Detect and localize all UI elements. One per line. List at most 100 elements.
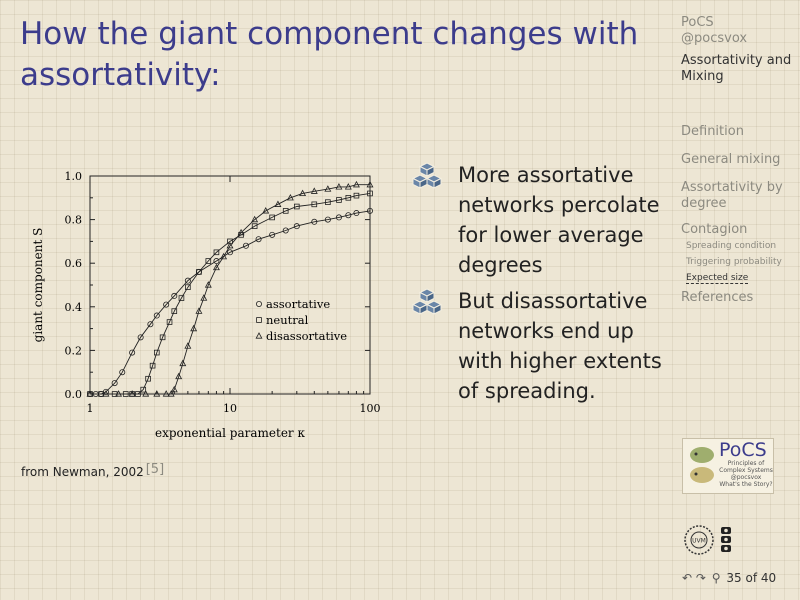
data-point bbox=[111, 380, 118, 387]
plot-frame bbox=[89, 175, 371, 395]
x-tick-label: 1 bbox=[87, 402, 94, 415]
data-point bbox=[115, 390, 123, 397]
data-point bbox=[226, 241, 234, 249]
data-point bbox=[269, 231, 276, 238]
data-point bbox=[212, 263, 220, 271]
data-point bbox=[147, 321, 154, 328]
data-point bbox=[255, 236, 262, 243]
data-point bbox=[345, 195, 352, 201]
series-line bbox=[90, 192, 371, 395]
legend-label: assortative bbox=[266, 297, 330, 311]
y-tick-label: 0.4 bbox=[65, 301, 83, 314]
data-point bbox=[162, 390, 170, 397]
sidebar-subitem-expected-size[interactable]: Expected size bbox=[686, 270, 796, 286]
sidebar-header-pocs[interactable]: PoCS bbox=[681, 15, 714, 30]
page-counter: 35 of 40 bbox=[726, 571, 777, 585]
cube-bullet-icon bbox=[412, 288, 442, 315]
sidebar-current-talk[interactable]: Assortativity and Mixing bbox=[681, 53, 792, 84]
logo-sub-line: @pocsvox bbox=[730, 474, 762, 481]
data-point bbox=[171, 308, 178, 314]
data-point bbox=[237, 228, 245, 236]
data-point bbox=[149, 362, 156, 369]
data-point bbox=[102, 390, 110, 397]
legend-label: neutral bbox=[266, 313, 309, 327]
logo-sub-line: Complex Systems bbox=[719, 467, 773, 474]
data-point bbox=[325, 199, 331, 205]
sidebar-item-assortativity-by-degree[interactable]: Assortativity by degree bbox=[681, 180, 783, 211]
data-point bbox=[226, 249, 233, 256]
slide-navigation: ↶ ↷ ⚲ 35 of 40 bbox=[682, 571, 776, 585]
sidebar-subitem-triggering-probability[interactable]: Triggering probability bbox=[686, 257, 782, 267]
data-point bbox=[170, 385, 178, 393]
cube-bullet-icon bbox=[412, 162, 442, 189]
y-axis-label: giant component S bbox=[31, 228, 45, 343]
fish-illustration-icon bbox=[690, 447, 714, 483]
data-point bbox=[129, 349, 136, 356]
x-tick-label: 100 bbox=[360, 402, 381, 415]
data-point bbox=[153, 312, 160, 319]
data-point bbox=[205, 258, 212, 264]
data-point bbox=[213, 258, 220, 265]
data-point bbox=[293, 203, 300, 210]
data-point bbox=[251, 223, 258, 229]
data-point bbox=[137, 334, 144, 341]
data-point bbox=[344, 183, 352, 190]
data-point bbox=[255, 300, 262, 307]
sidebar-item-definition[interactable]: Definition bbox=[681, 124, 744, 139]
data-point bbox=[335, 183, 343, 190]
y-tick-label: 1.0 bbox=[65, 170, 83, 183]
data-point bbox=[204, 281, 212, 288]
data-point bbox=[367, 190, 373, 197]
data-point bbox=[184, 277, 191, 284]
citation-link[interactable]: [5] bbox=[145, 462, 165, 477]
data-point bbox=[299, 189, 307, 197]
bullet-item: More assortative networks percolate for … bbox=[412, 160, 662, 280]
x-tick-label: 10 bbox=[223, 402, 237, 415]
logo-sub-line: Principles of bbox=[727, 460, 765, 467]
series-line bbox=[90, 184, 370, 395]
data-point bbox=[324, 216, 331, 223]
x-axis-label: exponential parameter κ bbox=[155, 426, 305, 440]
data-point bbox=[353, 210, 360, 217]
data-point bbox=[128, 390, 136, 397]
y-tick-label: 0.6 bbox=[65, 257, 83, 270]
data-point bbox=[256, 317, 262, 323]
data-point bbox=[167, 390, 175, 397]
data-point bbox=[269, 214, 275, 221]
data-point bbox=[163, 301, 170, 308]
series-disassortative bbox=[86, 180, 374, 397]
y-tick-label: 0.0 bbox=[65, 388, 83, 401]
data-point bbox=[255, 332, 263, 339]
sidebar-item-references[interactable]: References bbox=[681, 290, 754, 305]
data-point bbox=[195, 307, 203, 314]
data-point bbox=[86, 390, 94, 397]
data-point bbox=[119, 369, 126, 376]
nav-back-forward-icon[interactable]: ↶ ↷ bbox=[682, 571, 706, 585]
vacc-logo-icon bbox=[721, 527, 731, 552]
legend-label: disassortative bbox=[266, 329, 347, 343]
sidebar-item-general-mixing[interactable]: General mixing bbox=[681, 152, 781, 167]
data-point bbox=[353, 192, 360, 199]
data-point bbox=[159, 334, 166, 341]
data-point bbox=[227, 238, 233, 245]
data-point bbox=[352, 180, 360, 188]
sidebar-subitem-spreading-condition[interactable]: Spreading condition bbox=[686, 241, 777, 251]
sidebar-item-contagion[interactable]: Contagion bbox=[681, 222, 748, 237]
bullet-list: More assortative networks percolate for … bbox=[412, 160, 662, 412]
pocs-logo[interactable]: PoCS Principles of Complex Systems @pocs… bbox=[682, 438, 774, 494]
y-tick-label: 0.2 bbox=[65, 344, 83, 357]
logo-sub-line: What's the Story? bbox=[719, 481, 773, 488]
sidebar-header-handle[interactable]: @pocsvox bbox=[681, 31, 748, 46]
data-point bbox=[196, 269, 202, 275]
institution-emblems: UVM bbox=[684, 525, 731, 555]
data-point bbox=[311, 201, 318, 208]
data-point bbox=[184, 342, 192, 349]
data-point bbox=[185, 284, 191, 290]
caption-text: from Newman, 2002 bbox=[21, 465, 144, 479]
data-point bbox=[142, 390, 150, 397]
legend-entry: neutral bbox=[256, 313, 309, 327]
nav-search-icon[interactable]: ⚲ bbox=[711, 571, 721, 585]
data-point bbox=[366, 207, 373, 214]
y-tick-label: 0.8 bbox=[65, 214, 83, 227]
bullet-text: More assortative networks percolate for … bbox=[458, 163, 660, 277]
